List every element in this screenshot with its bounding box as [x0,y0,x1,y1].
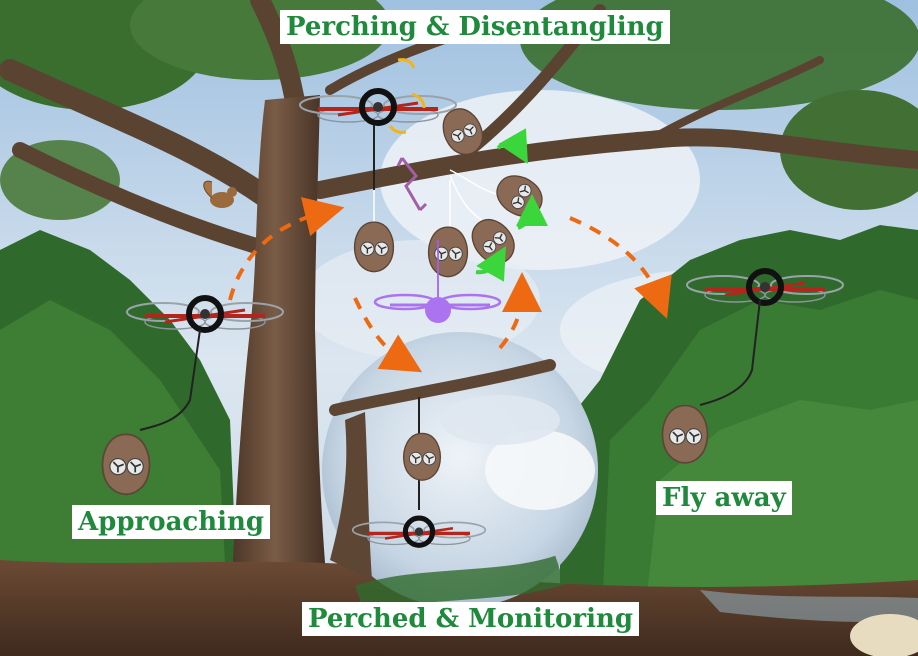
stage-label-fly-away: Fly away [656,481,792,515]
perching-drone [300,58,456,225]
stage-label-perching: Perching & Disentangling [280,10,670,44]
perched-monitoring-inset [322,332,598,615]
squirrel-icon [203,180,237,208]
stage-label-approaching: Approaching [72,505,271,539]
flight-path [228,197,672,373]
stage-label-perched: Perched & Monitoring [302,602,640,636]
ghost-drone [373,240,502,323]
rotation-arrow-icon [397,58,416,69]
approaching-drone [101,298,283,496]
disentangling-pods [353,102,550,282]
fly-away-drone [661,271,843,464]
